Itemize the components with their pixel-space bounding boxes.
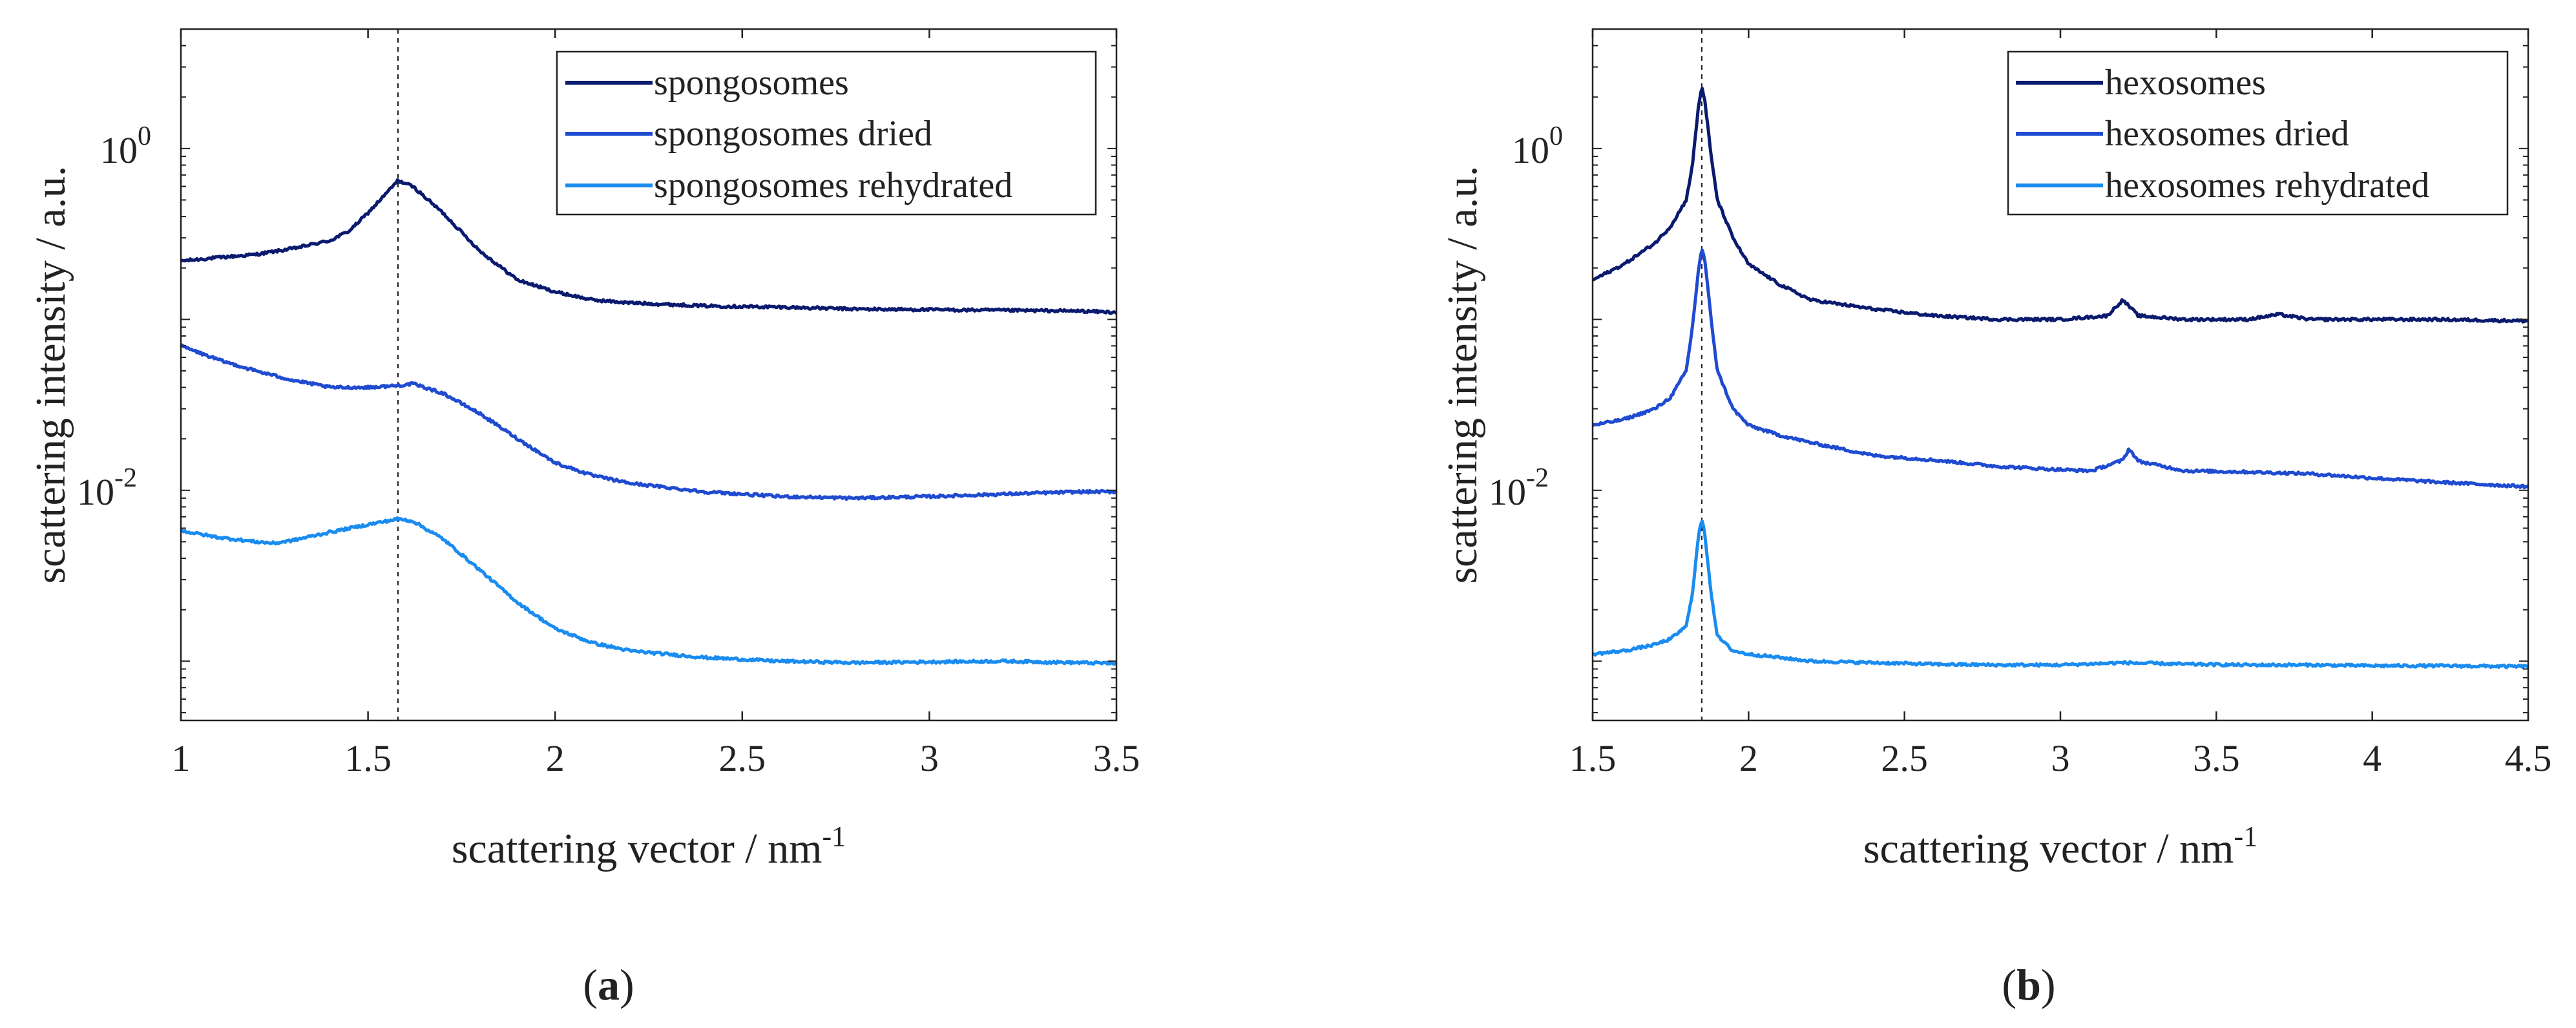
panel-b-series-layer xyxy=(1591,87,2529,669)
panel-a-series-layer xyxy=(180,178,1118,666)
panel-b-x-tick-label: 3.5 xyxy=(2193,737,2240,779)
panel-a-legend-label-1: spongosomes dried xyxy=(654,114,932,154)
panel-a-x-axis-label: scattering vector / nm-1 xyxy=(452,821,846,872)
panel-b-y-axis-label: scattering intensity / a.u. xyxy=(1439,165,1486,583)
panel-a-x-tick-label: 1 xyxy=(172,737,191,779)
panel-a-x-tick-label: 2.5 xyxy=(719,737,766,779)
panel-a-x-tick-label: 3.5 xyxy=(1093,737,1140,779)
panel-a-legend: spongosomes spongosomes dried spongosome… xyxy=(556,50,1097,216)
panel-b-x-ticks: 1.5 2 2.5 3 3.5 4 4.5 xyxy=(1569,29,2552,779)
panel-b-x-tick-label: 1.5 xyxy=(1569,737,1617,779)
panel-b-legend-label-2: hexosomes rehydrated xyxy=(2105,165,2429,205)
panel-b-y-ticks: 100 10-2 xyxy=(1489,28,2528,713)
panel-b-series-line-2 xyxy=(1592,519,2529,669)
panel-b-series-line-1 xyxy=(1591,248,2529,490)
panel-a-x-ticks: 1 1.5 2 2.5 3 3.5 xyxy=(172,29,1140,779)
panel-a-plot-frame xyxy=(180,28,1118,722)
panel-b-caption: (b) xyxy=(2002,960,2055,1009)
panel-a-series-line-0 xyxy=(180,178,1118,315)
panel-b-legend-label-0: hexosomes xyxy=(2105,63,2266,103)
panel-a-x-tick-label: 3 xyxy=(920,737,939,779)
panel-a-y-tick-label: 100 xyxy=(100,121,151,171)
panel-b-x-tick-label: 2 xyxy=(1739,737,1758,779)
panel-b-series-line-0 xyxy=(1591,87,2529,324)
panel-a: 1 1.5 2 2.5 3 3.5 100 10-2 scattering vector /… xyxy=(27,28,1140,1009)
panel-b-x-tick-label: 4 xyxy=(2363,737,2382,779)
panel-b-y-tick-label: 10-2 xyxy=(1489,463,1549,513)
panel-a-x-tick-label: 2 xyxy=(546,737,565,779)
panel-a-x-tick-label: 1.5 xyxy=(344,737,392,779)
panel-b-y-tick-label: 100 xyxy=(1512,121,1563,171)
panel-a-caption: (a) xyxy=(583,960,634,1009)
panel-b-x-tick-label: 4.5 xyxy=(2505,737,2552,779)
panel-a-y-axis-label: scattering intensity / a.u. xyxy=(27,165,74,583)
panel-b-x-tick-label: 2.5 xyxy=(1881,737,1928,779)
panel-a-series-line-2 xyxy=(180,516,1118,666)
panel-a-legend-label-2: spongosomes rehydrated xyxy=(654,165,1012,205)
panel-a-legend-label-0: spongosomes xyxy=(654,63,849,103)
panel-a-y-tick-label: 10-2 xyxy=(77,463,137,513)
panel-a-series-line-1 xyxy=(180,343,1118,501)
panel-b-legend: hexosomes hexosomes dried hexosomes rehy… xyxy=(2007,50,2509,216)
panel-b-x-tick-label: 3 xyxy=(2051,737,2070,779)
panel-a-y-ticks: 100 10-2 xyxy=(77,28,1116,713)
panel-b-legend-label-1: hexosomes dried xyxy=(2105,114,2349,154)
panel-b: 1.5 2 2.5 3 3.5 4 4.5 100 10-2 scattering vecto… xyxy=(1439,28,2552,1009)
panel-b-x-axis-label: scattering vector / nm-1 xyxy=(1863,821,2257,872)
